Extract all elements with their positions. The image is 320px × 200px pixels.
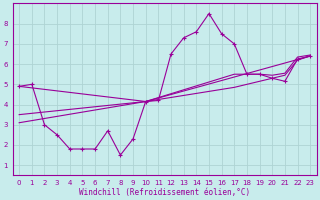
X-axis label: Windchill (Refroidissement éolien,°C): Windchill (Refroidissement éolien,°C) xyxy=(79,188,250,197)
